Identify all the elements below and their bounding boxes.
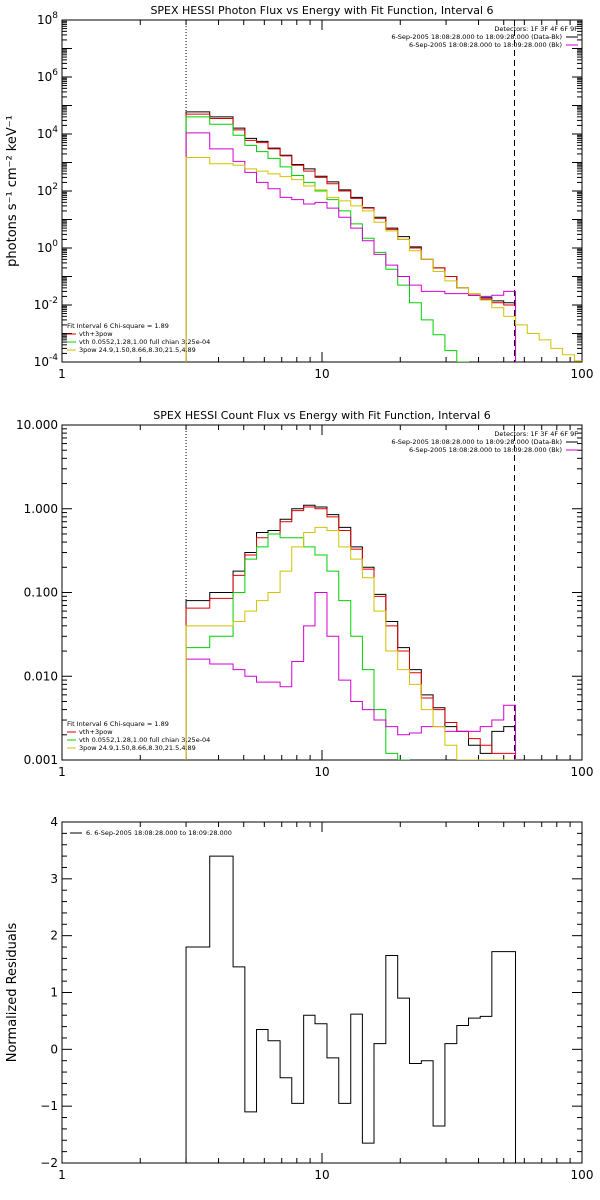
series-group [185,855,517,1163]
y-tick-label: 0.001 [24,753,58,767]
plot-frame [61,821,583,1164]
y-tick-exponent: 6 [52,68,58,78]
y-axis-label: photons s⁻¹ cm⁻² keV⁻¹ [5,115,20,267]
y-tick-base: 10 [37,127,52,141]
y-tick-base: 10 [37,241,52,255]
series-line-5 [185,156,582,362]
x-tick-label: 100 [571,1168,594,1182]
legend-bottom-entry: vth 0.0552,1.28,1.00 full chian 3.25e-04 [79,736,210,744]
legend-residual-entry: 6. 6-Sep-2005 18:08:28.000 to 18:09:28.0… [86,829,232,837]
legend-top-entry: 6-Sep-2005 18:08:28.000 to 18:09:28.000 … [391,33,562,41]
y-tick-label: 108 [37,11,58,27]
y-tick-label: 4 [50,815,58,829]
legend-top-entry: 6-Sep-2005 18:08:28.000 to 18:09:28.000 … [409,41,562,49]
legend-bottom-entry: 3pow 24.9,1.50,8.66,8.30,21.5,4.89 [79,346,196,354]
y-tick-label: 0.100 [24,586,58,600]
x-tick-label: 1 [58,367,66,381]
legend-bottom-entry: vth+3pow [79,330,113,338]
legend-top-entry: 6-Sep-2005 18:08:28.000 to 18:09:28.000 … [391,438,562,446]
y-tick-exponent: 4 [52,125,58,135]
y-tick-label: 0.010 [24,669,58,683]
x-tick-label: 10 [314,1168,329,1182]
series-line-2 [185,113,517,362]
chart-title: SPEX HESSI Count Flux vs Energy with Fit… [153,409,490,422]
y-tick-base: 10 [37,70,52,84]
y-tick-exponent: 0 [52,239,58,249]
series-group [185,111,582,362]
y-tick-label: 10.000 [16,418,58,432]
x-tick-label: 1 [58,1168,66,1182]
y-axis-label: Normalized Residuals [5,923,20,1063]
series-line-3 [185,533,410,760]
series-line-5 [185,526,517,760]
y-tick-base: 10 [37,13,52,27]
y-tick-label: 10-2 [34,296,58,312]
y-tick-label: −1 [40,1099,58,1113]
chart-title: SPEX HESSI Photon Flux vs Energy with Fi… [150,4,493,17]
x-tick-label: 10 [314,765,329,779]
x-tick-label: 100 [571,367,594,381]
series-line-1 [185,855,517,1163]
chart-panel-1: SPEX HESSI Photon Flux vs Energy with Fi… [5,4,593,381]
legend-top-entry: 6-Sep-2005 18:08:28.000 to 18:09:28.000 … [409,446,562,454]
y-tick-base: 10 [34,298,49,312]
x-tick-label: 10 [314,367,329,381]
y-tick-label: 3 [50,872,58,886]
series-line-4 [185,132,517,362]
x-tick-label: 100 [571,765,594,779]
legend-bottom-entry: vth 0.0552,1.28,1.00 full chian 3.25e-04 [79,338,210,346]
y-tick-label: 104 [37,125,58,141]
y-tick-label: 106 [37,68,58,84]
y-tick-exponent: -2 [49,296,58,306]
chart-panel-2: SPEX HESSI Count Flux vs Energy with Fit… [16,409,593,779]
y-tick-label: 100 [37,239,58,255]
legend-top-entry: Detectors: 1F 3F 4F 6F 9F [494,430,578,438]
series-line-4 [185,592,517,760]
legend-bottom-entry: Fit Interval 6 Chi-square = 1.89 [67,322,169,330]
y-tick-exponent: 2 [52,182,58,192]
y-tick-label: 2 [50,929,58,943]
y-tick-base: 10 [34,355,49,369]
y-tick-label: 1.000 [24,502,58,516]
chart-panel-3: 1 10 100 −2 −1 0 1 2 3 4 Normalized Residuals 6. 6-… [5,815,593,1182]
y-tick-label: 102 [37,182,58,198]
legend-bottom-entry: vth+3pow [79,728,113,736]
series-line-1 [185,111,517,362]
x-tick-label: 1 [58,765,66,779]
series-group [185,504,517,760]
y-tick-label: 10-4 [34,353,59,369]
legend-bottom-entry: Fit Interval 6 Chi-square = 1.89 [67,720,169,728]
y-tick-exponent: 8 [52,11,58,21]
y-tick-label: −2 [40,1156,58,1170]
series-line-3 [185,116,470,362]
y-tick-label: 0 [50,1042,58,1056]
legend-top-entry: Detectors: 1F 3F 4F 6F 9F [494,25,578,33]
y-tick-label: 1 [50,986,58,1000]
y-tick-base: 10 [37,184,52,198]
y-tick-exponent: -4 [49,353,58,363]
legend-bottom-entry: 3pow 24.9,1.50,8.66,8.30,21.5,4.89 [79,744,196,752]
